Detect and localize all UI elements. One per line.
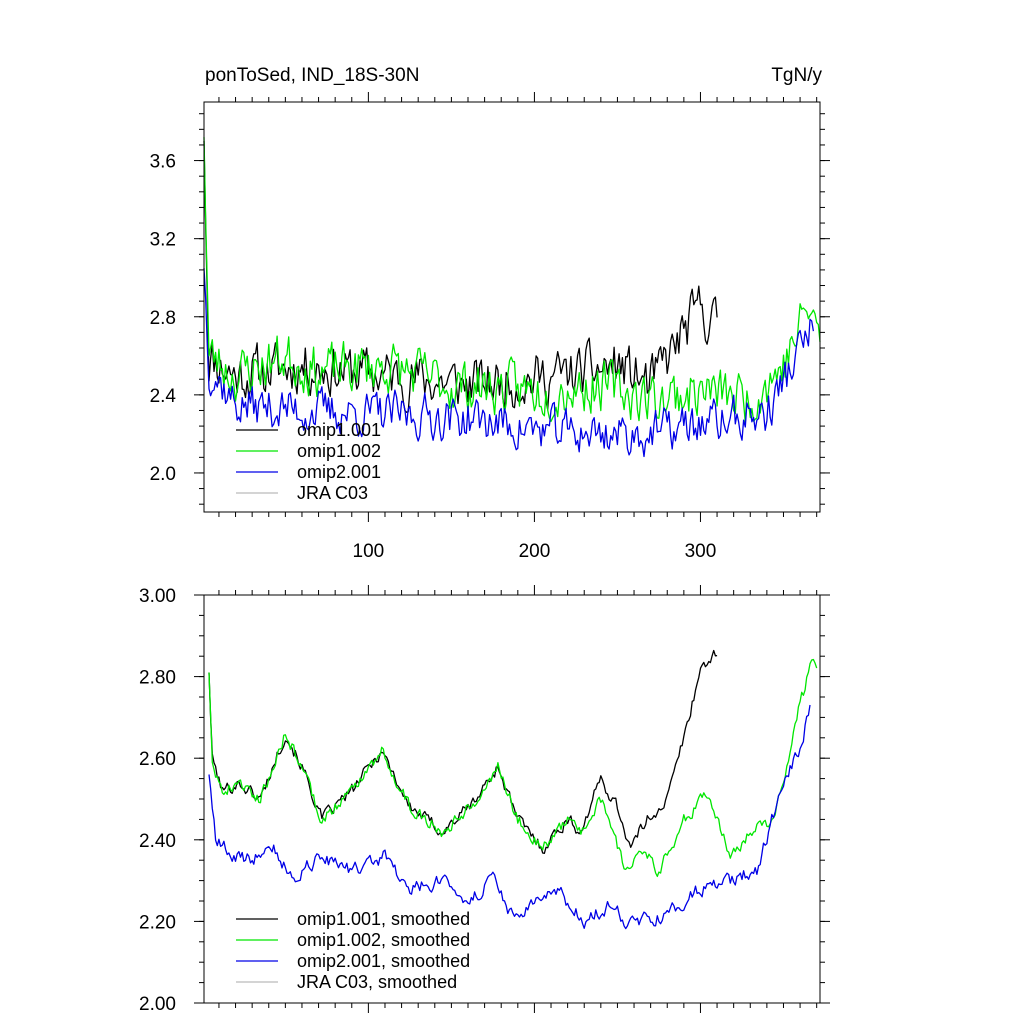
legend-label: omip2.001 bbox=[297, 462, 381, 482]
series-line-3 bbox=[203, 267, 815, 458]
units-label: TgN/y bbox=[771, 65, 822, 86]
y-tick-label: 2.20 bbox=[139, 912, 176, 933]
y-tick-label: 3.00 bbox=[139, 586, 176, 607]
series-line-1 bbox=[208, 649, 718, 854]
y-tick-label: 2.00 bbox=[139, 994, 176, 1015]
y-tick-label: 2.40 bbox=[139, 831, 176, 852]
x-tick-label: 200 bbox=[519, 541, 551, 562]
legend-label: omip1.002 bbox=[297, 441, 381, 461]
legend-label: JRA C03 bbox=[297, 483, 368, 503]
y-tick-label: 2.4 bbox=[150, 386, 177, 407]
bottom-plot: 2.00 2.20 2.40 2.60 2.80 3.00 omip1.001, smoot… bbox=[139, 585, 830, 1015]
x-tick-label: 300 bbox=[685, 541, 717, 562]
legend-label: omip1.001 bbox=[297, 420, 381, 440]
series-line-2 bbox=[208, 658, 818, 878]
y-tick-label: 2.0 bbox=[150, 464, 176, 485]
top-plot: 100 200 300 2.0 2.4 2.8 3.2 3.6 omip1.001omip1.0… bbox=[150, 92, 830, 562]
y-tick-label: 2.60 bbox=[139, 749, 176, 770]
y-tick-label: 3.6 bbox=[150, 152, 176, 173]
chart-title: ponToSed, IND_18S-30N bbox=[205, 65, 419, 86]
series-line-2 bbox=[203, 137, 821, 424]
legend-label: omip2.001, smoothed bbox=[297, 951, 470, 971]
plot-frame bbox=[203, 101, 821, 513]
series-line-3 bbox=[208, 704, 811, 930]
legend-label: JRA C03, smoothed bbox=[297, 972, 457, 992]
y-tick-label: 3.2 bbox=[150, 230, 176, 251]
legend-label: omip1.002, smoothed bbox=[297, 930, 470, 950]
legend-label: omip1.001, smoothed bbox=[297, 909, 470, 929]
y-tick-label: 2.8 bbox=[150, 308, 176, 329]
y-tick-label: 2.80 bbox=[139, 668, 176, 689]
x-tick-label: 100 bbox=[353, 541, 385, 562]
